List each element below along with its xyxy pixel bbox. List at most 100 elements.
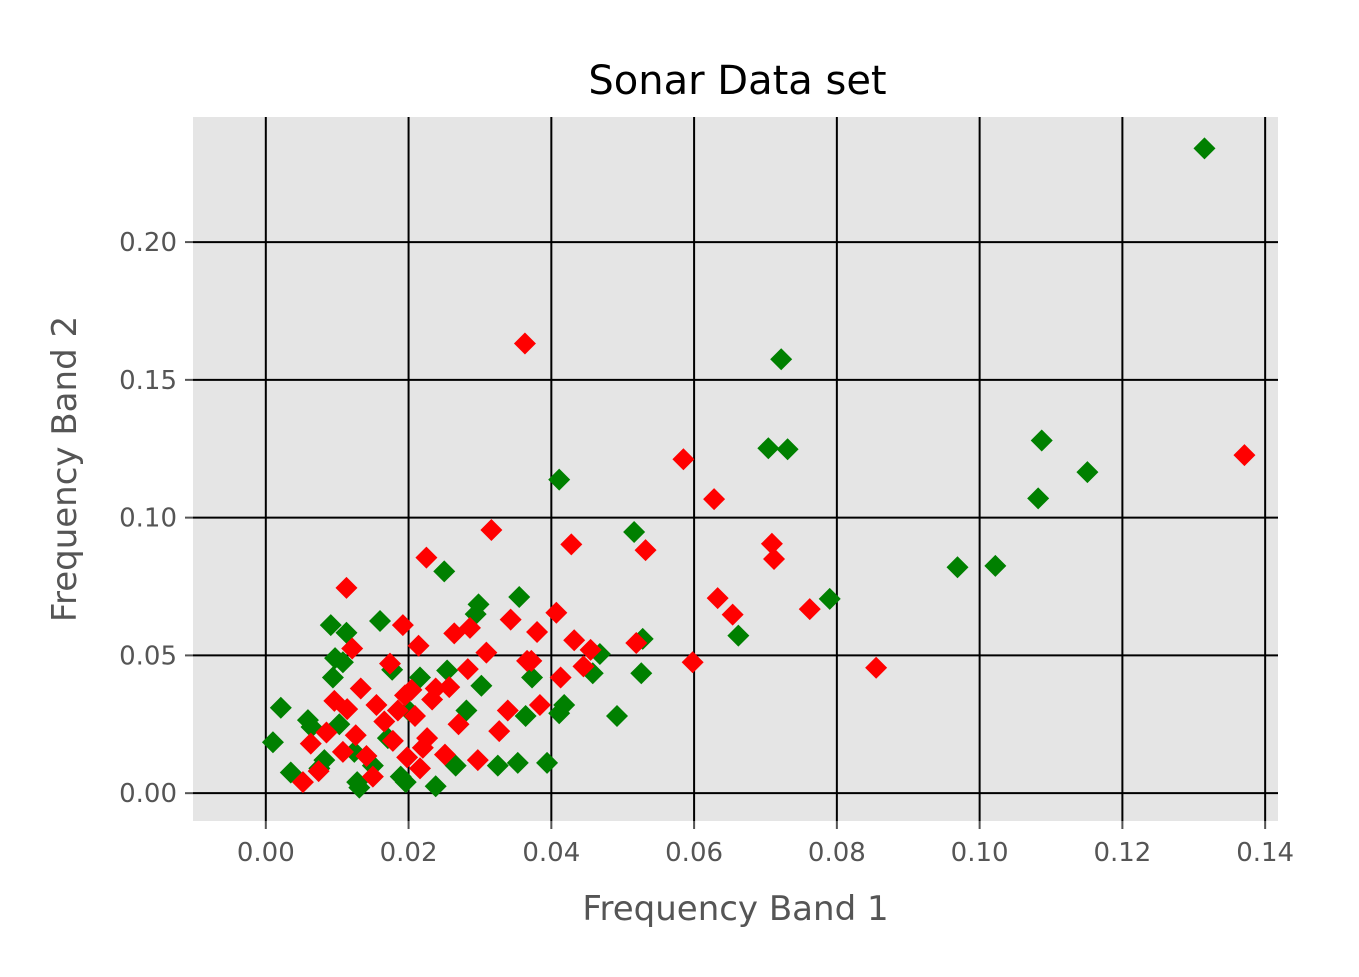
- x-tick-label: 0.06: [665, 838, 723, 868]
- data-point: [579, 638, 602, 661]
- data-point: [475, 641, 498, 664]
- data-point: [672, 448, 695, 471]
- data-point: [261, 731, 284, 754]
- data-point: [349, 677, 372, 700]
- data-point: [470, 674, 493, 697]
- data-point: [315, 721, 338, 744]
- data-point: [486, 754, 509, 777]
- data-point: [361, 765, 384, 788]
- data-point: [763, 547, 786, 570]
- x-tick-label: 0.02: [380, 838, 438, 868]
- data-point: [269, 696, 292, 719]
- data-point: [526, 620, 549, 643]
- data-point: [373, 710, 396, 733]
- data-point: [548, 468, 571, 491]
- data-point: [443, 622, 466, 645]
- data-point: [506, 751, 529, 774]
- x-axis-label: Frequency Band 1: [582, 889, 888, 929]
- data-point: [760, 532, 783, 555]
- data-point: [307, 760, 330, 783]
- data-point: [291, 771, 314, 794]
- data-point: [436, 659, 459, 682]
- data-point: [776, 438, 799, 461]
- data-point: [770, 348, 793, 371]
- data-point: [634, 539, 657, 562]
- data-point: [548, 702, 571, 725]
- data-point: [415, 546, 438, 569]
- chart-title: Sonar Data set: [588, 58, 886, 104]
- data-point: [466, 749, 489, 772]
- data-point: [508, 585, 531, 608]
- data-point: [865, 656, 888, 679]
- data-point: [549, 666, 572, 689]
- data-point: [355, 744, 378, 767]
- data-point: [706, 587, 729, 610]
- data-point: [438, 676, 461, 699]
- data-point: [1233, 444, 1256, 467]
- data-point: [411, 736, 434, 759]
- plot-area: [193, 117, 1278, 821]
- data-point: [400, 678, 423, 701]
- x-tick-label: 0.12: [1093, 838, 1151, 868]
- data-point: [348, 776, 371, 799]
- x-tick-label: 0.10: [951, 838, 1009, 868]
- data-point: [407, 634, 430, 657]
- data-point: [516, 649, 539, 672]
- y-tick-label: 0.10: [119, 504, 177, 534]
- data-point: [721, 603, 744, 626]
- y-tick-label: 0.15: [119, 366, 177, 396]
- data-point: [341, 637, 364, 660]
- data-point: [331, 651, 354, 674]
- data-point: [369, 609, 392, 632]
- data-point: [563, 629, 586, 652]
- data-point: [606, 705, 629, 728]
- data-point: [514, 705, 537, 728]
- data-point: [391, 614, 414, 637]
- data-point: [1030, 429, 1053, 452]
- x-tick-label: 0.04: [522, 838, 580, 868]
- data-point: [572, 655, 595, 678]
- data-point: [321, 666, 344, 689]
- data-point: [335, 576, 358, 599]
- data-point: [727, 624, 750, 647]
- data-point: [379, 652, 402, 675]
- data-point: [344, 724, 367, 747]
- data-point: [456, 658, 479, 681]
- data-point: [365, 693, 388, 716]
- data-point: [386, 699, 409, 722]
- data-point: [496, 699, 519, 722]
- data-point: [480, 519, 503, 542]
- data-point: [433, 743, 456, 766]
- y-tick-label: 0.05: [119, 641, 177, 671]
- data-point: [536, 751, 559, 774]
- data-point: [1076, 461, 1099, 484]
- data-point: [336, 698, 359, 721]
- data-point: [421, 688, 444, 711]
- data-point: [433, 560, 456, 583]
- data-points: [261, 137, 1256, 799]
- axis-ticks: 0.00 0.02 0.04 0.06 0.08 0.10 0.12 0.14 0.00 0.05…: [119, 228, 1294, 868]
- y-axis-label: Frequency Band 2: [45, 316, 85, 622]
- data-point: [1193, 137, 1216, 160]
- data-point: [319, 614, 342, 637]
- data-point: [946, 556, 969, 579]
- data-point: [703, 488, 726, 511]
- data-point: [630, 662, 653, 685]
- data-point: [1027, 487, 1050, 510]
- data-point: [299, 732, 322, 755]
- data-point: [447, 713, 470, 736]
- data-point: [381, 729, 404, 752]
- data-point: [625, 632, 648, 655]
- data-point: [396, 746, 419, 769]
- data-point: [798, 598, 821, 621]
- grid-lines: [193, 117, 1278, 821]
- data-point: [513, 332, 536, 355]
- data-point: [681, 651, 704, 674]
- data-point: [545, 601, 568, 624]
- x-tick-label: 0.14: [1236, 838, 1294, 868]
- data-point: [389, 765, 412, 788]
- data-point: [424, 775, 447, 798]
- x-tick-label: 0.08: [808, 838, 866, 868]
